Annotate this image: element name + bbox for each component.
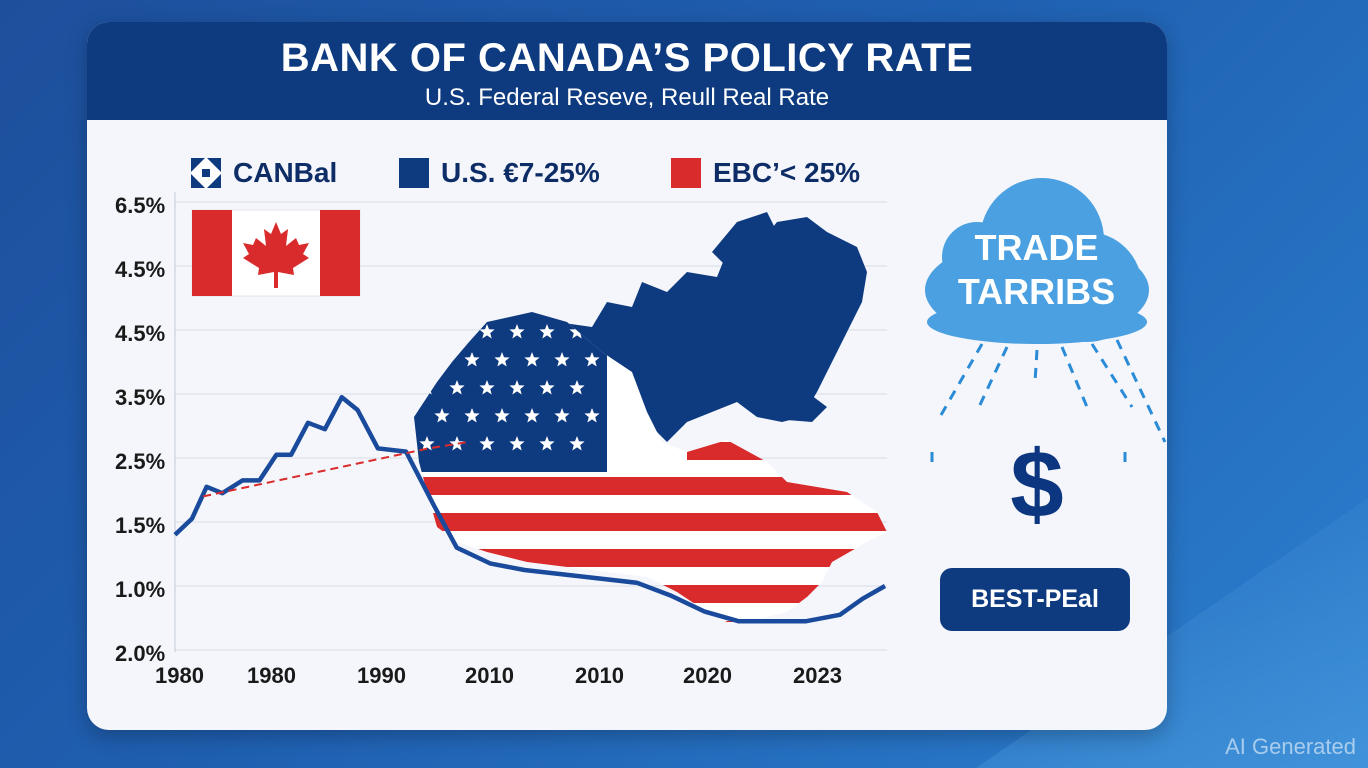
cloud-icon <box>925 178 1149 344</box>
star-icon <box>539 324 555 339</box>
dollar-icon: $ <box>1010 431 1064 538</box>
star-icon <box>509 380 525 395</box>
star-icon <box>524 352 540 367</box>
y-tick-label: 2.5% <box>115 449 166 474</box>
star-icon <box>434 352 450 367</box>
y-tick-label: 3.5% <box>115 385 166 410</box>
x-tick-label: 1980 <box>247 663 296 688</box>
star-icon <box>434 408 450 423</box>
star-icon <box>449 436 465 451</box>
star-icon <box>449 380 465 395</box>
navy-swatch <box>399 158 429 188</box>
star-icon <box>464 352 480 367</box>
legend-item-us: U.S. €7-25% <box>399 156 600 190</box>
x-tick-label: 1980 <box>155 663 204 688</box>
star-icon <box>539 380 555 395</box>
star-icon <box>569 324 585 339</box>
series-line-policy-rate <box>173 394 887 624</box>
chart-canvas <box>173 178 1167 652</box>
star-icon <box>449 324 465 339</box>
y-tick-label: 2.0% <box>115 641 166 666</box>
line-series <box>173 394 887 624</box>
chart-subtitle: U.S. Federal Reseve, Reull Real Rate <box>424 84 830 111</box>
y-tick-label: 6.5% <box>115 193 166 218</box>
cloud-label-line2: TARRIBS <box>957 271 1116 312</box>
star-icon <box>419 324 435 339</box>
star-icon <box>419 436 435 451</box>
cloud-label-line1: TRADE <box>974 227 1099 268</box>
y-tick-label: 4.5% <box>115 257 166 282</box>
x-tick-label: 2023 <box>793 663 842 688</box>
ai-generated-watermark: AI Generated <box>1225 734 1356 759</box>
star-icon <box>479 436 495 451</box>
x-tick-label: 2010 <box>575 663 624 688</box>
canada-flag-icon <box>191 209 361 297</box>
x-tick-label: 2010 <box>465 663 514 688</box>
flag-mosaic-icon <box>191 158 221 188</box>
y-tick-label: 4.5% <box>115 321 166 346</box>
star-icon <box>539 436 555 451</box>
x-tick-label: 1990 <box>357 663 406 688</box>
chart-header: BANK OF CANADA’S POLICY RATE U.S. Federa… <box>87 22 1167 120</box>
legend-label-canbal: CANBal <box>233 157 338 188</box>
y-tick-label: 1.5% <box>115 513 166 538</box>
star-icon <box>479 324 495 339</box>
star-icon <box>479 380 495 395</box>
trade-tariffs-label: TRADE TARRIBS <box>949 226 1124 314</box>
chart-title: BANK OF CANADA’S POLICY RATE <box>280 36 974 80</box>
star-icon <box>509 436 525 451</box>
north-america-map-icon <box>414 212 887 622</box>
star-icon <box>494 408 510 423</box>
star-icon <box>509 324 525 339</box>
star-icon <box>584 352 600 367</box>
star-icon <box>524 408 540 423</box>
star-icon <box>554 352 570 367</box>
legend-item-canbal: CANBal <box>191 156 337 190</box>
star-icon <box>584 408 600 423</box>
x-tick-label: 2020 <box>683 663 732 688</box>
red-swatch <box>671 158 701 188</box>
legend-item-ebc: EBC’< 25% <box>671 156 860 190</box>
star-icon <box>494 352 510 367</box>
star-icon <box>569 436 585 451</box>
infographic-card: BANK OF CANADA’S POLICY RATE U.S. Federa… <box>87 22 1167 730</box>
y-tick-label: 1.0% <box>115 577 166 602</box>
cloud-rays <box>930 339 1167 462</box>
best-peal-button[interactable]: BEST-PEal <box>940 568 1130 631</box>
star-icon <box>569 380 585 395</box>
star-icon <box>464 408 480 423</box>
star-icon <box>554 408 570 423</box>
legend-label-ebc: EBC’< 25% <box>713 157 861 188</box>
legend-label-us: U.S. €7-25% <box>441 157 600 188</box>
